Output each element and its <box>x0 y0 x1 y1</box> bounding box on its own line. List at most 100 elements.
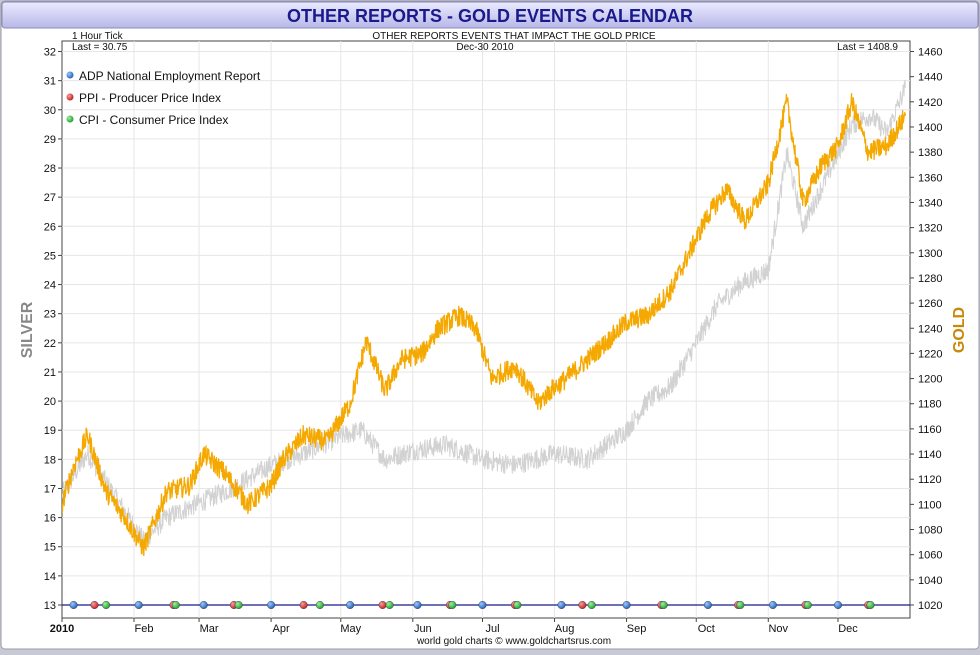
left-axis: 13 14 15 16 17 18 19 20 21 22 23 24 25 26 27 28 29 30 31 32 <box>44 47 62 612</box>
chart-title: OTHER REPORTS - GOLD EVENTS CALENDAR <box>287 6 693 26</box>
right-tick-label: 1300 <box>918 248 942 260</box>
x-tick-label: Oct <box>698 623 715 635</box>
left-tick-label: 22 <box>44 338 56 350</box>
silver-price-line <box>62 79 906 546</box>
right-tick-label: 1120 <box>918 474 942 486</box>
cpi-event-marker <box>803 601 812 610</box>
left-tick-label: 15 <box>44 542 56 554</box>
cpi-event-marker <box>315 601 324 610</box>
left-tick-label: 18 <box>44 454 56 466</box>
right-tick-label: 1200 <box>918 374 942 386</box>
adp-event-marker <box>199 601 208 610</box>
right-tick-label: 1440 <box>918 72 942 84</box>
adp-event-marker <box>768 601 777 610</box>
adp-event-marker <box>134 601 143 610</box>
cpi-event-marker <box>587 601 596 610</box>
x-tick-label: Dec <box>838 623 858 635</box>
right-tick-label: 1320 <box>918 223 942 235</box>
x-tick-label: 2010 <box>50 623 74 635</box>
ppi-event-marker <box>90 601 99 610</box>
chart-subtitle: OTHER REPORTS EVENTS THAT IMPACT THE GOL… <box>372 31 656 42</box>
left-tick-label: 24 <box>44 280 56 292</box>
x-tick-label: Jun <box>414 623 432 635</box>
left-tick-label: 13 <box>44 600 56 612</box>
legend-cpi-marker <box>66 115 74 123</box>
right-tick-label: 1080 <box>918 525 942 537</box>
cpi-event-marker <box>234 601 243 610</box>
right-tick-label: 1420 <box>918 97 942 109</box>
cpi-event-marker <box>385 601 394 610</box>
adp-event-marker <box>834 601 843 610</box>
adp-event-marker <box>413 601 422 610</box>
left-tick-label: 25 <box>44 250 56 262</box>
x-tick-label: Sep <box>627 623 647 635</box>
x-tick-label: Apr <box>273 623 290 635</box>
left-tick-label: 29 <box>44 134 56 146</box>
right-tick-label: 1040 <box>918 575 942 587</box>
cpi-event-marker <box>659 601 668 610</box>
ppi-event-marker <box>578 601 587 610</box>
plot-area <box>61 40 911 619</box>
cpi-event-marker <box>513 601 522 610</box>
right-tick-label: 1280 <box>918 273 942 285</box>
right-tick-label: 1240 <box>918 323 942 335</box>
left-tick-label: 28 <box>44 163 56 175</box>
left-tick-label: 20 <box>44 396 56 408</box>
legend-cpi-label: CPI - Consumer Price Index <box>79 113 228 127</box>
legend-adp-marker <box>66 71 74 79</box>
legend-ppi-marker <box>66 93 74 101</box>
adp-event-marker <box>69 601 78 610</box>
legend-adp-label: ADP National Employment Report <box>79 69 261 83</box>
right-axis-title: GOLD <box>951 307 968 353</box>
footer-credit: world gold charts © www.goldchartsrus.co… <box>416 636 611 647</box>
adp-event-marker <box>622 601 631 610</box>
right-tick-label: 1160 <box>918 424 942 436</box>
cpi-event-marker <box>171 601 180 610</box>
gold-price-line <box>62 92 907 557</box>
right-tick-label: 1020 <box>918 600 942 612</box>
left-tick-label: 19 <box>44 425 56 437</box>
last-gold-label: Last = 1408.9 <box>837 42 898 53</box>
legend: ADP National Employment Report PPI - Pro… <box>66 69 261 127</box>
adp-event-marker <box>703 601 712 610</box>
x-tick-label: Aug <box>555 623 575 635</box>
tick-interval-label: 1 Hour Tick <box>72 31 124 42</box>
left-tick-label: 16 <box>44 513 56 525</box>
right-tick-label: 1180 <box>918 399 942 411</box>
series-layer <box>62 79 907 557</box>
ppi-event-marker <box>299 601 308 610</box>
right-tick-label: 1360 <box>918 172 942 184</box>
x-tick-label: Jul <box>485 623 499 635</box>
adp-event-marker <box>478 601 487 610</box>
adp-event-marker <box>346 601 355 610</box>
event-markers <box>69 601 875 610</box>
left-tick-label: 26 <box>44 221 56 233</box>
left-tick-label: 14 <box>44 571 56 583</box>
right-tick-label: 1460 <box>918 47 942 59</box>
left-tick-label: 27 <box>44 192 56 204</box>
last-silver-label: Last = 30.75 <box>72 42 128 53</box>
right-tick-label: 1060 <box>918 550 942 562</box>
right-tick-label: 1260 <box>918 298 942 310</box>
title-bar <box>1 1 979 29</box>
ppi-event-marker <box>378 601 387 610</box>
x-tick-label: May <box>340 623 361 635</box>
x-tick-label: Feb <box>135 623 154 635</box>
left-axis-title: SILVER <box>19 301 36 358</box>
left-tick-label: 32 <box>44 47 56 59</box>
right-tick-label: 1380 <box>918 147 942 159</box>
left-tick-label: 31 <box>44 76 56 88</box>
left-tick-label: 23 <box>44 309 56 321</box>
cpi-event-marker <box>448 601 457 610</box>
cpi-event-marker <box>102 601 111 610</box>
right-tick-label: 1220 <box>918 348 942 360</box>
left-tick-label: 21 <box>44 367 56 379</box>
left-tick-label: 17 <box>44 483 56 495</box>
cpi-event-marker <box>866 601 875 610</box>
adp-event-marker <box>267 601 276 610</box>
x-axis: 2010 Feb Mar Apr May Jun Jul Aug Sep Oct Nov Dec <box>50 618 858 635</box>
x-tick-label: Nov <box>768 623 788 635</box>
right-tick-label: 1140 <box>918 449 942 461</box>
